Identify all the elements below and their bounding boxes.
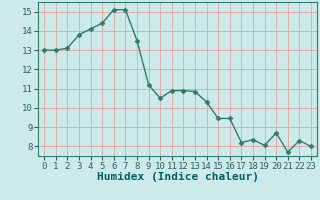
X-axis label: Humidex (Indice chaleur): Humidex (Indice chaleur)	[97, 172, 259, 182]
